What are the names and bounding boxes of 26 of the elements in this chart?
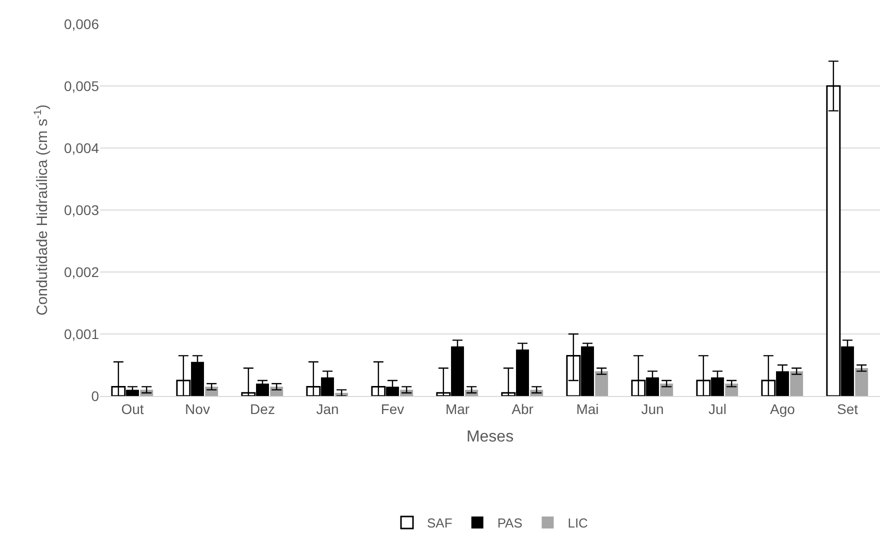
legend-label: LIC <box>568 516 588 531</box>
x-tick-label: Jan <box>316 400 339 417</box>
x-tick-label: Nov <box>185 400 210 417</box>
y-tick-label: 0,006 <box>64 16 100 32</box>
y-tick-label: 0,004 <box>64 140 100 156</box>
y-tick-label: 0,003 <box>64 202 100 218</box>
x-tick-label: Fev <box>380 400 404 417</box>
x-tick-label: Jul <box>708 400 726 417</box>
y-tick-label: 0,002 <box>64 264 100 280</box>
y-tick-label: 0,005 <box>64 78 100 94</box>
y-tick-label: 0 <box>91 388 100 404</box>
legend-label: SAF <box>427 516 452 531</box>
bar <box>595 371 608 396</box>
x-tick-label: Ago <box>770 400 796 417</box>
x-axis-title: Meses <box>466 428 514 446</box>
x-tick-label: Out <box>121 400 144 417</box>
x-tick-label: Abr <box>512 400 534 417</box>
x-tick-label: Dez <box>250 400 275 417</box>
x-tick-label: Jun <box>641 400 664 417</box>
bar <box>855 368 868 396</box>
x-tick-label: Mai <box>576 400 599 417</box>
x-tick-label: Set <box>836 400 858 417</box>
x-tick-label: Mar <box>445 400 470 417</box>
legend-label: PAS <box>497 516 523 531</box>
bar <box>790 371 804 396</box>
y-tick-label: 0,001 <box>64 326 100 342</box>
